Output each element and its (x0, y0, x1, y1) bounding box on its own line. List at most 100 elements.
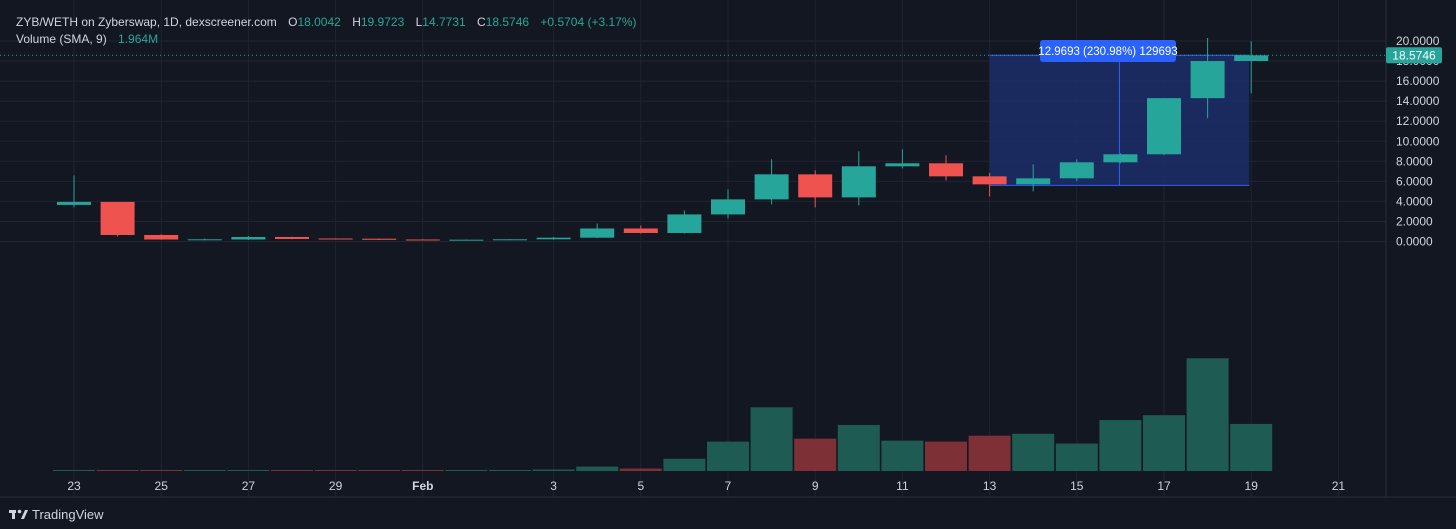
volume-bar (881, 440, 924, 471)
volume-bar (1143, 415, 1185, 471)
volume-bar (837, 424, 880, 471)
candle-body (187, 239, 222, 241)
volume-bar (53, 470, 95, 471)
candle (1016, 164, 1051, 192)
y-tick-label: 12.0000 (1396, 114, 1440, 128)
volume-bar (271, 470, 313, 471)
candle-body (493, 239, 527, 241)
candle (623, 225, 658, 234)
volume-bar (1099, 420, 1142, 471)
legend-change: +0.5704 (+3.17%) (540, 15, 636, 29)
candle (1103, 153, 1138, 164)
volume-bar (576, 466, 619, 471)
candle-body (449, 239, 484, 241)
candle-body (1234, 55, 1269, 62)
legend-ohlc: ZYB/WETH on Zyberswap, 1D, dexscreener.c… (16, 15, 637, 29)
measure-tooltip-label: 12.9693 (230.98%) 129693 (1038, 46, 1177, 58)
candle (1190, 37, 1225, 119)
candle-body (711, 199, 745, 215)
candle-body (929, 163, 963, 177)
volume-bar (1055, 443, 1098, 471)
candle (1059, 159, 1094, 182)
candle-body (57, 201, 91, 205)
y-tick-label: 0.0000 (1396, 235, 1433, 249)
x-tick-label: 15 (1070, 479, 1084, 493)
candle-body (318, 238, 353, 240)
candles (57, 37, 1269, 241)
candle-body (275, 236, 309, 239)
candle-body (1147, 98, 1181, 155)
candle-body (667, 214, 702, 233)
tradingview-label: TradingView (32, 507, 104, 522)
last-price-tag-label: 18.5746 (1392, 48, 1436, 62)
candle (841, 151, 876, 206)
volume-bar (314, 470, 357, 471)
candle (493, 239, 527, 241)
candle (275, 236, 309, 240)
candle (231, 235, 266, 240)
x-tick-label: 5 (637, 479, 644, 493)
x-tick-label: 17 (1157, 479, 1171, 493)
candle (1234, 41, 1269, 94)
candle-body (362, 238, 397, 240)
x-tick-label: 23 (67, 479, 81, 493)
volume-bar (663, 458, 706, 471)
candle-body (580, 228, 615, 238)
volume-bar (489, 470, 531, 471)
x-tick-label: 27 (242, 479, 256, 493)
x-tick-label: 21 (1332, 479, 1346, 493)
volume-bar (794, 438, 837, 471)
candle-body (536, 237, 571, 240)
volume-bar (227, 470, 270, 471)
volume-bar (750, 407, 793, 471)
legend-c-value: 18.5746 (486, 15, 530, 29)
candle-body (1190, 61, 1225, 99)
candle (187, 238, 222, 241)
candle (580, 223, 615, 238)
candle (144, 234, 179, 240)
last-price-tag: 18.5746 (1386, 47, 1442, 64)
x-tick-label: 19 (1245, 479, 1259, 493)
time-axis[interactable]: 23 25 27 29 Feb 3 5 7 9 11 13 15 17 19 21 (67, 479, 1345, 493)
y-tick-label: 10.0000 (1396, 134, 1440, 148)
measure-tooltip: 12.9693 (230.98%) 129693 (1038, 40, 1178, 62)
tradingview-logo[interactable]: TradingView (9, 507, 104, 522)
legend-c-label: C (477, 15, 486, 29)
volume-bar (968, 435, 1011, 471)
candle-body (885, 163, 920, 167)
legend-volume-value: 1.964M (118, 32, 158, 46)
y-tick-label: 4.0000 (1396, 194, 1433, 208)
x-tick-label: 29 (329, 479, 343, 493)
volume-bar (445, 470, 488, 471)
candle (798, 170, 833, 208)
y-tick-label: 14.0000 (1396, 94, 1440, 108)
volume-bar (1012, 433, 1055, 471)
x-tick-label: 9 (812, 479, 819, 493)
candle (972, 172, 1007, 197)
x-tick-label: 3 (550, 479, 557, 493)
candle (405, 239, 440, 241)
candle (667, 210, 702, 234)
legend-o-label: O (288, 15, 297, 29)
tradingview-icon (9, 509, 28, 519)
volume-bar (358, 470, 401, 471)
volume-bar (532, 469, 575, 471)
x-tick-label: 11 (896, 479, 909, 493)
legend-h-label: H (352, 15, 361, 29)
y-tick-label: 8.0000 (1396, 154, 1433, 168)
x-tick-label: 13 (983, 479, 997, 493)
legend-h-value: 19.9723 (361, 15, 405, 29)
y-tick-label: 2.0000 (1396, 214, 1433, 228)
candle-body (623, 228, 658, 233)
legend-o-value: 18.0042 (297, 15, 341, 29)
volume-bar (925, 441, 967, 471)
candle (711, 189, 745, 219)
candle (885, 149, 920, 169)
legend-l-value: 14.7731 (422, 15, 466, 29)
candle (754, 159, 789, 205)
candle-body (754, 174, 789, 200)
legend-symbol: ZYB/WETH on Zyberswap, 1D, dexscreener.c… (16, 15, 277, 29)
candle (536, 236, 571, 240)
